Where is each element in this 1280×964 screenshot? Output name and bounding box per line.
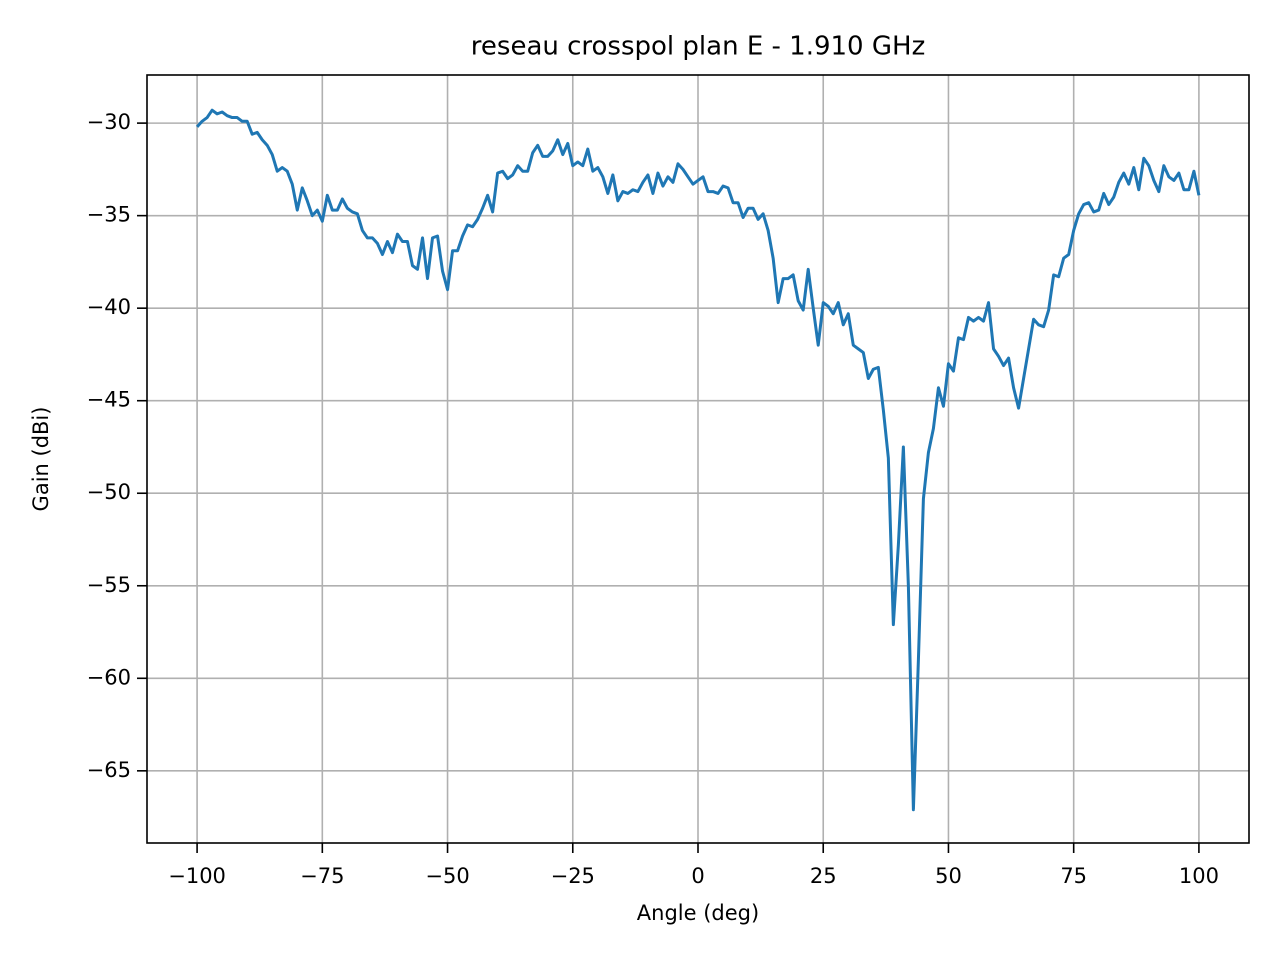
x-tick-label: −25 <box>551 864 595 888</box>
y-tick-label: −60 <box>87 665 131 689</box>
y-axis-label: Gain (dBi) <box>29 407 53 512</box>
y-tick-label: −40 <box>87 295 131 319</box>
x-tick-label: 25 <box>810 864 837 888</box>
data-line <box>195 108 1201 812</box>
y-tick-label: −65 <box>87 758 131 782</box>
y-tick-label: −45 <box>87 388 131 412</box>
x-tick-label: 75 <box>1060 864 1087 888</box>
x-axis-label: Angle (deg) <box>637 901 759 925</box>
x-tick-label: −75 <box>300 864 344 888</box>
y-tick-label: −35 <box>87 203 131 227</box>
chart-title: reseau crosspol plan E - 1.910 GHz <box>471 32 925 62</box>
x-tick-label: −100 <box>168 864 226 888</box>
y-tick-label: −50 <box>87 480 131 504</box>
x-tick-label: −50 <box>425 864 469 888</box>
plot-frame <box>146 74 1250 844</box>
x-tick-label: 100 <box>1179 864 1219 888</box>
y-tick-label: −30 <box>87 110 131 134</box>
x-tick-label: 0 <box>691 864 704 888</box>
x-tick-label: 50 <box>935 864 962 888</box>
y-tick-label: −55 <box>87 573 131 597</box>
